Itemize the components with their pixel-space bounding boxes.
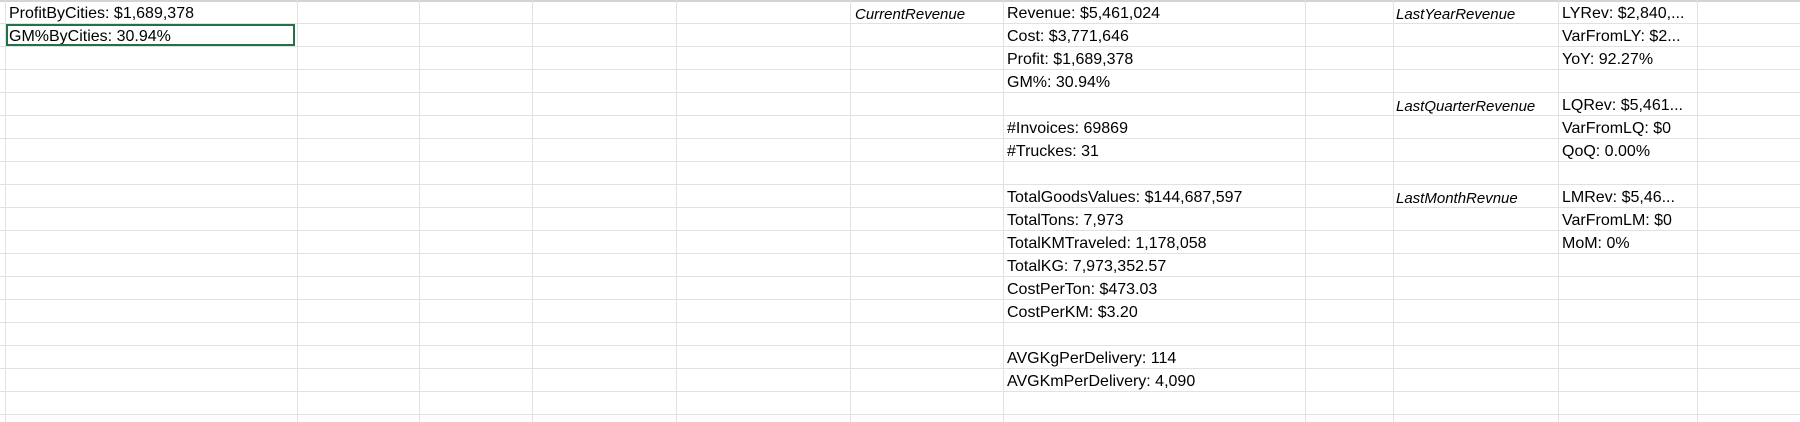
cell-profit[interactable]: Profit: $1,689,378 <box>1007 51 1134 68</box>
cell-avg-km-per-delivery[interactable]: AVGKmPerDelivery: 4,090 <box>1007 373 1196 390</box>
cell-lm-rev[interactable]: LMRev: $5,46... <box>1562 189 1675 206</box>
top-border <box>0 0 1800 2</box>
cell-qoq[interactable]: QoQ: 0.00% <box>1562 143 1651 160</box>
column-divider <box>1305 0 1306 422</box>
column-divider <box>5 0 6 422</box>
cell-total-tons[interactable]: TotalTons: 7,973 <box>1007 212 1124 229</box>
cell-current-revenue-label[interactable]: CurrentRevenue <box>855 6 966 23</box>
cell-ly-rev[interactable]: LYRev: $2,840,... <box>1562 5 1685 22</box>
column-divider <box>1003 0 1004 422</box>
cell-revenue[interactable]: Revenue: $5,461,024 <box>1007 5 1161 22</box>
cell-cost[interactable]: Cost: $3,771,646 <box>1007 28 1129 45</box>
cell-avg-kg-per-delivery[interactable]: AVGKgPerDelivery: 114 <box>1007 350 1177 367</box>
cell-last-quarter-revenue-label[interactable]: LastQuarterRevenue <box>1396 98 1536 115</box>
cell-lq-rev[interactable]: LQRev: $5,461... <box>1562 97 1683 114</box>
cell-yoy[interactable]: YoY: 92.27% <box>1562 51 1654 68</box>
column-divider <box>1558 0 1559 422</box>
cell-last-month-revenue-label[interactable]: LastMonthRevnue <box>1396 190 1518 207</box>
cell-invoices[interactable]: #Invoices: 69869 <box>1007 120 1128 137</box>
cell-total-kg[interactable]: TotalKG: 7,973,352.57 <box>1007 258 1167 275</box>
cell-total-goods-values[interactable]: TotalGoodsValues: $144,687,597 <box>1007 189 1243 206</box>
column-divider <box>676 0 677 422</box>
cell-truckes[interactable]: #Truckes: 31 <box>1007 143 1099 160</box>
cell-gm-by-cities[interactable]: GM%ByCities: 30.94% <box>9 28 171 45</box>
cell-cost-per-ton[interactable]: CostPerTon: $473.03 <box>1007 281 1158 298</box>
cell-profit-by-cities[interactable]: ProfitByCities: $1,689,378 <box>9 5 194 22</box>
column-divider <box>419 0 420 422</box>
cell-last-year-revenue-label[interactable]: LastYearRevenue <box>1396 6 1516 23</box>
column-divider <box>532 0 533 422</box>
cell-total-km-traveled[interactable]: TotalKMTraveled: 1,178,058 <box>1007 235 1207 252</box>
cell-var-from-lq[interactable]: VarFromLQ: $0 <box>1562 120 1672 137</box>
column-divider <box>1393 0 1394 422</box>
cell-cost-per-km[interactable]: CostPerKM: $3.20 <box>1007 304 1138 321</box>
column-divider <box>850 0 851 422</box>
cell-mom[interactable]: MoM: 0% <box>1562 235 1630 252</box>
cell-var-from-lm[interactable]: VarFromLM: $0 <box>1562 212 1672 229</box>
column-divider <box>1697 0 1698 422</box>
column-divider <box>297 0 298 422</box>
active-cell-selection <box>6 24 295 46</box>
cell-gm[interactable]: GM%: 30.94% <box>1007 74 1111 91</box>
cell-var-from-ly[interactable]: VarFromLY: $2... <box>1562 28 1681 45</box>
